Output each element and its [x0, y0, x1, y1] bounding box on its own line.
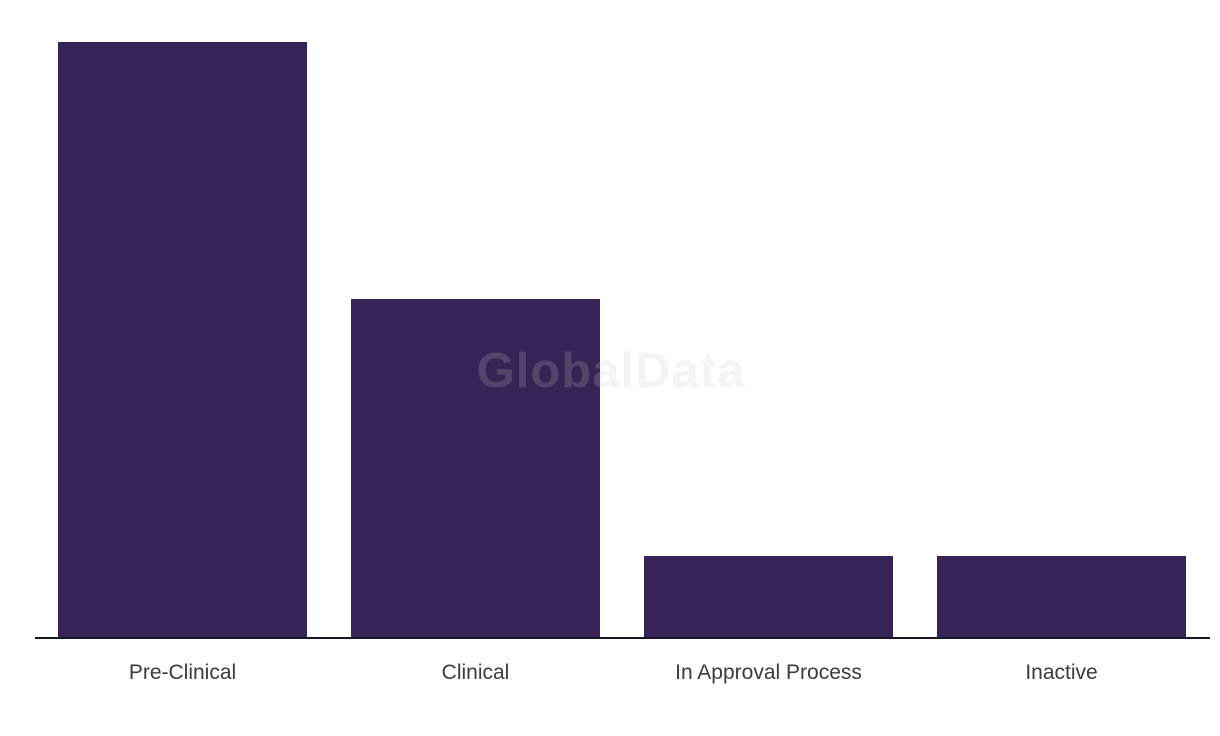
x-axis-label-in-approval-process: In Approval Process: [675, 661, 862, 684]
bar-clinical: [351, 298, 600, 637]
x-axis-labels: Pre-Clinical Clinical In Approval Proces…: [58, 661, 1188, 685]
x-axis-label-clinical: Clinical: [441, 661, 510, 684]
x-axis-label-inactive: Inactive: [1025, 661, 1098, 684]
x-axis-label-pre-clinical: Pre-Clinical: [128, 661, 237, 684]
bar-inactive: [937, 556, 1186, 637]
bar-pre-clinical: [58, 42, 307, 637]
plot-area: [58, 40, 1188, 637]
x-axis-line: [35, 637, 1210, 639]
bar-in-approval-process: [644, 556, 893, 637]
